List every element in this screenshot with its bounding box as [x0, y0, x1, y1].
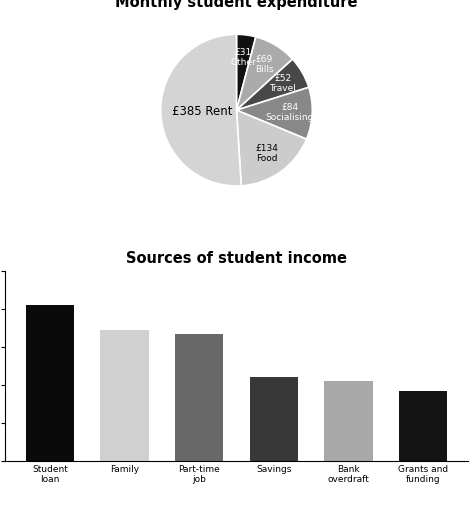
Text: £84
Socialising: £84 Socialising — [265, 103, 314, 122]
Bar — [399, 391, 447, 461]
Wedge shape — [236, 110, 307, 186]
Bar — [100, 330, 149, 461]
Bar — [175, 334, 223, 461]
Wedge shape — [236, 59, 309, 110]
Text: £69
Bills: £69 Bills — [254, 55, 273, 74]
Title: Sources of student income: Sources of student income — [126, 251, 347, 266]
Text: £52
Travel: £52 Travel — [269, 74, 296, 93]
Wedge shape — [236, 88, 312, 139]
Wedge shape — [161, 34, 241, 186]
Wedge shape — [236, 37, 293, 110]
Text: £134
Food: £134 Food — [256, 144, 279, 163]
Title: Monthly student expenditure: Monthly student expenditure — [115, 0, 358, 10]
Bar — [26, 305, 74, 461]
Text: £31
Other: £31 Other — [230, 48, 256, 67]
Bar — [250, 377, 298, 461]
Wedge shape — [236, 34, 256, 110]
Text: £385 Rent: £385 Rent — [172, 104, 233, 118]
Bar — [324, 381, 373, 461]
